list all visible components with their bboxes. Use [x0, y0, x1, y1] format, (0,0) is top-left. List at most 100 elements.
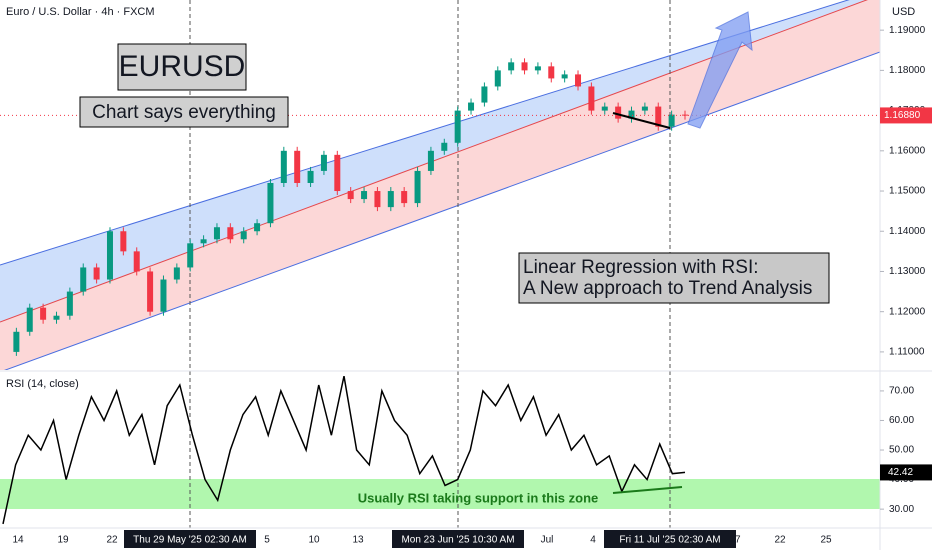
candle [147, 271, 154, 312]
last-price-label: 1.16880 [884, 110, 921, 121]
candle [106, 231, 113, 280]
note-line: A New approach to Trend Analysis [523, 278, 812, 299]
x-tick-label: 22 [774, 535, 786, 546]
x-tick-label: Thu 29 May '25 02:30 AM [133, 535, 247, 546]
candle [160, 279, 167, 312]
lower-band [0, 0, 880, 370]
candle [668, 114, 675, 127]
candle [374, 191, 381, 208]
candle [534, 66, 541, 71]
symbol: Euro / U.S. Dollar · 4h · FXCM [6, 6, 155, 18]
candle [361, 191, 368, 200]
candle [655, 106, 662, 127]
y-tick-label: 1.12000 [889, 306, 926, 317]
candle [200, 239, 207, 244]
x-label-box [392, 530, 524, 548]
support-zone [0, 479, 880, 509]
candle [441, 142, 448, 151]
candle [615, 106, 622, 119]
x-tick-label: 14 [12, 535, 24, 546]
candle [133, 251, 140, 272]
candle [40, 307, 47, 320]
candle [267, 182, 274, 224]
x-label-box [604, 530, 736, 548]
candle [213, 227, 220, 240]
candle [601, 106, 608, 111]
subtitle-box [79, 96, 289, 128]
candle [427, 150, 434, 171]
y-tick-label: 60.00 [889, 415, 914, 426]
candle [682, 114, 688, 116]
x-tick-label: 4 [590, 535, 596, 546]
candle [13, 331, 20, 352]
candle [401, 191, 408, 204]
candle [53, 315, 60, 320]
candle [26, 307, 33, 332]
candle [187, 243, 194, 268]
candle [548, 66, 555, 79]
candle [575, 74, 582, 87]
candle [66, 291, 73, 316]
currency: USD [892, 6, 915, 18]
candle [521, 62, 528, 71]
title-box [117, 43, 247, 91]
title: EURUSD [119, 50, 246, 83]
y-tick-label: 1.13000 [889, 266, 926, 277]
subtitle: Chart says everything [92, 102, 276, 123]
trend-line [612, 112, 671, 129]
candle [494, 70, 501, 87]
candle [80, 267, 87, 292]
x-tick-label: 19 [57, 535, 69, 546]
candle [468, 102, 475, 111]
candle [561, 74, 568, 79]
candle [120, 231, 127, 252]
candle [240, 231, 247, 240]
y-tick-label: 1.14000 [889, 226, 926, 237]
x-tick-label: Jul [541, 535, 554, 546]
x-tick-label: 22 [106, 535, 118, 546]
candle [481, 86, 488, 103]
candle [414, 170, 421, 204]
candle [320, 154, 327, 171]
candle [294, 150, 301, 183]
y-tick-label: 50.00 [889, 445, 914, 456]
arrow [687, 11, 753, 129]
x-tick-label: 10 [308, 535, 320, 546]
rsi-trend-line [612, 486, 683, 494]
candle [227, 227, 234, 240]
y-tick-label: 1.11000 [889, 347, 925, 358]
last-price-box [880, 107, 932, 124]
candle [347, 191, 354, 200]
candle [508, 62, 515, 71]
y-tick-label: 1.18000 [889, 65, 926, 76]
rsi-line [2, 375, 686, 525]
y-tick-label: 30.00 [889, 504, 914, 515]
y-tick-label: 70.00 [889, 386, 914, 397]
x-label-box [124, 530, 256, 548]
candle [173, 267, 180, 280]
candle [334, 154, 341, 192]
y-tick-label: 1.16000 [889, 145, 926, 156]
rsi-note: Usually RSI taking support in this zone [358, 490, 599, 505]
note-box [518, 252, 830, 304]
lower-line [4, 51, 880, 370]
x-tick-label: Mon 23 Jun '25 10:30 AM [401, 535, 514, 546]
candle [454, 110, 461, 143]
x-tick-label: 17 [729, 535, 741, 546]
x-tick-label: 13 [352, 535, 364, 546]
note-line: Linear Regression with RSI: [523, 257, 759, 278]
candle [254, 223, 261, 232]
candle [641, 106, 648, 111]
candle [588, 86, 595, 111]
candle [307, 170, 314, 183]
x-tick-label: Fri 11 Jul '25 02:30 AM [619, 535, 720, 546]
rsi-name: RSI (14, close) [6, 378, 79, 390]
candle [628, 110, 635, 119]
rsi-last-label: 42.42 [888, 467, 913, 478]
rsi-last-box [880, 464, 932, 481]
y-tick-label: 1.15000 [889, 186, 926, 197]
candle [280, 150, 287, 183]
candle [387, 191, 394, 208]
